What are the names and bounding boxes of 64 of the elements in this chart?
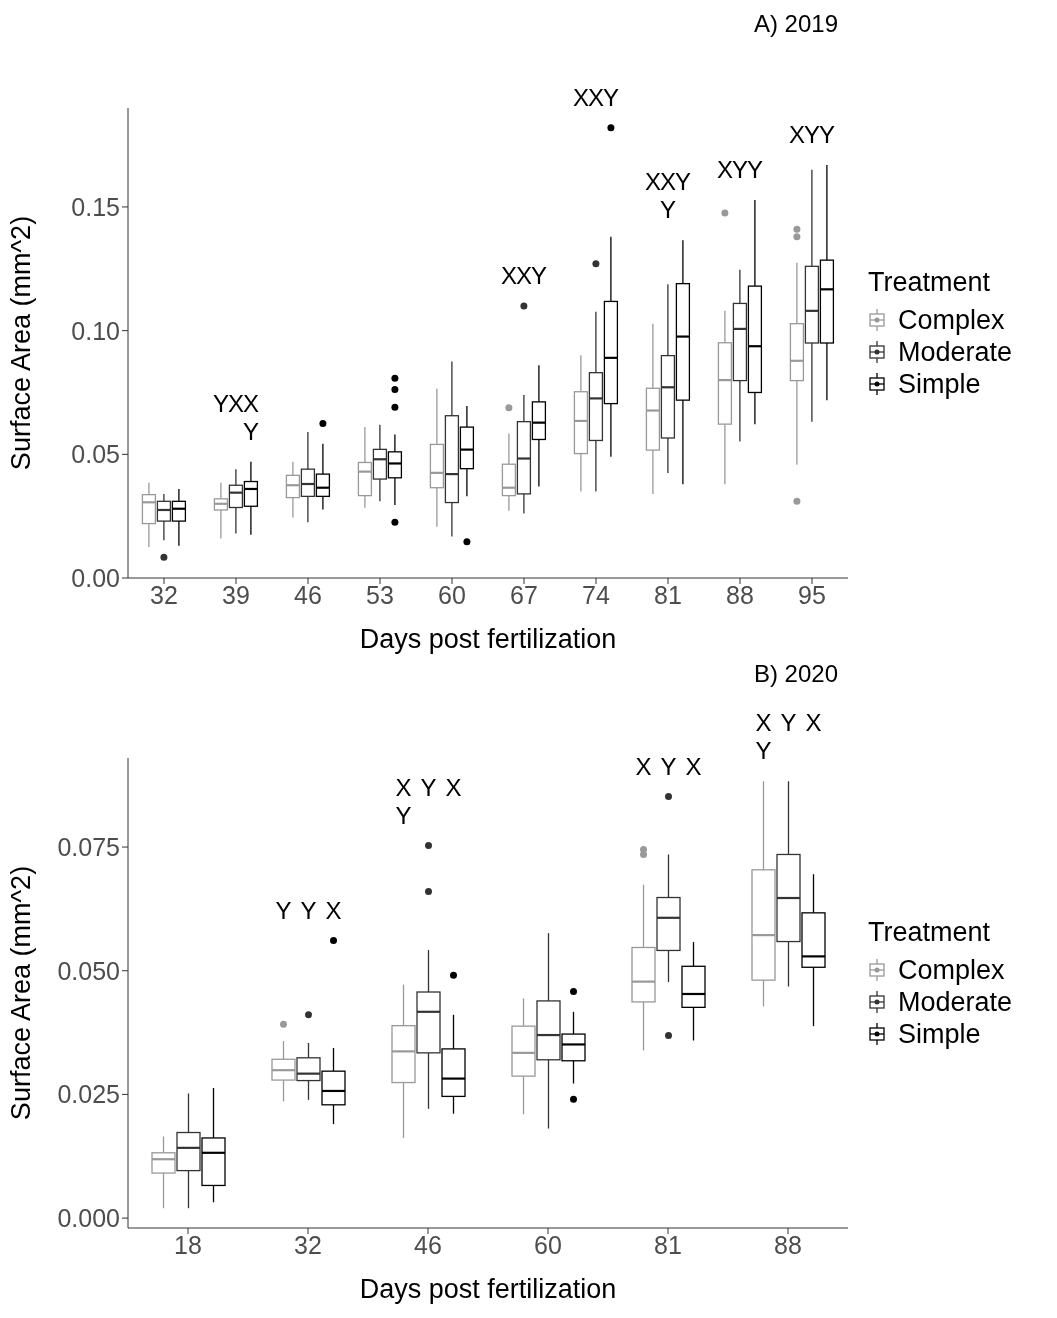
y-tick-label: 0.075	[57, 832, 120, 861]
text: X Y	[395, 773, 412, 829]
text: Y	[674, 168, 691, 196]
text: Y	[660, 752, 677, 780]
x-tick-label: 81	[654, 580, 682, 609]
x-tick-label: 60	[534, 1230, 562, 1259]
x-tick-label: 39	[222, 580, 250, 609]
text: X	[716, 156, 733, 184]
y-tick-label: 0.000	[57, 1203, 120, 1232]
x-tick-label: 60	[438, 580, 466, 609]
legend-label: Complex	[898, 303, 1005, 336]
text: Y	[818, 120, 835, 148]
text: X	[500, 261, 517, 289]
text: X	[325, 896, 342, 924]
x-tick-label: 88	[726, 580, 754, 609]
legend-label: Moderate	[898, 335, 1013, 368]
text: X	[685, 752, 702, 780]
text: Y	[780, 709, 797, 737]
text: Y	[275, 896, 292, 924]
text: Y	[731, 156, 748, 184]
x-tick-label: 67	[510, 580, 538, 609]
text: Y	[602, 83, 619, 111]
x-axis-title: Days post fertilization	[359, 624, 617, 654]
x-tick-label: 88	[774, 1230, 802, 1259]
text: Y	[746, 156, 763, 184]
y-axis-title: Surface Area (mm^2)	[5, 865, 36, 1121]
y-tick-label: 0.025	[57, 1080, 120, 1109]
text: X	[572, 83, 589, 111]
legend-title: Treatment	[868, 916, 992, 948]
text: Y	[300, 896, 317, 924]
x-tick-label: 32	[150, 580, 178, 609]
x-tick-label: 81	[654, 1230, 682, 1259]
legend-label: Moderate	[898, 985, 1013, 1018]
x-tick-label: 32	[294, 1230, 322, 1259]
x-tick-label: 74	[582, 580, 610, 609]
x-tick-label: 46	[294, 580, 322, 609]
text: Y	[530, 261, 547, 289]
y-axis-title: Surface Area (mm^2)	[5, 215, 36, 471]
text: X Y	[755, 709, 772, 765]
chart-title: B) 2020	[753, 660, 838, 687]
x-tick-label: 46	[414, 1230, 442, 1259]
legend-label: Simple	[898, 367, 981, 400]
legend-title: Treatment	[868, 266, 992, 298]
text: Y	[803, 120, 820, 148]
text: X	[445, 773, 462, 801]
y-tick-label: 0.15	[71, 192, 120, 221]
text: X	[635, 752, 652, 780]
x-tick-label: 53	[366, 580, 394, 609]
chart-title: A) 2019	[753, 10, 838, 37]
legend-label: Complex	[898, 953, 1005, 986]
text: Y	[420, 773, 437, 801]
text: X	[644, 168, 661, 196]
y-tick-label: 0.00	[71, 563, 120, 592]
x-axis-title: Days post fertilization	[359, 1274, 617, 1304]
y-tick-label: 0.10	[71, 316, 120, 345]
text: X	[805, 709, 822, 737]
text: X	[788, 120, 805, 148]
y-tick-label: 0.05	[71, 440, 120, 469]
legend-label: Simple	[898, 1017, 981, 1050]
y-tick-label: 0.050	[57, 956, 120, 985]
x-tick-label: 95	[798, 580, 826, 609]
x-tick-label: 18	[174, 1230, 202, 1259]
text: Y	[212, 389, 229, 417]
text: X	[227, 389, 244, 417]
